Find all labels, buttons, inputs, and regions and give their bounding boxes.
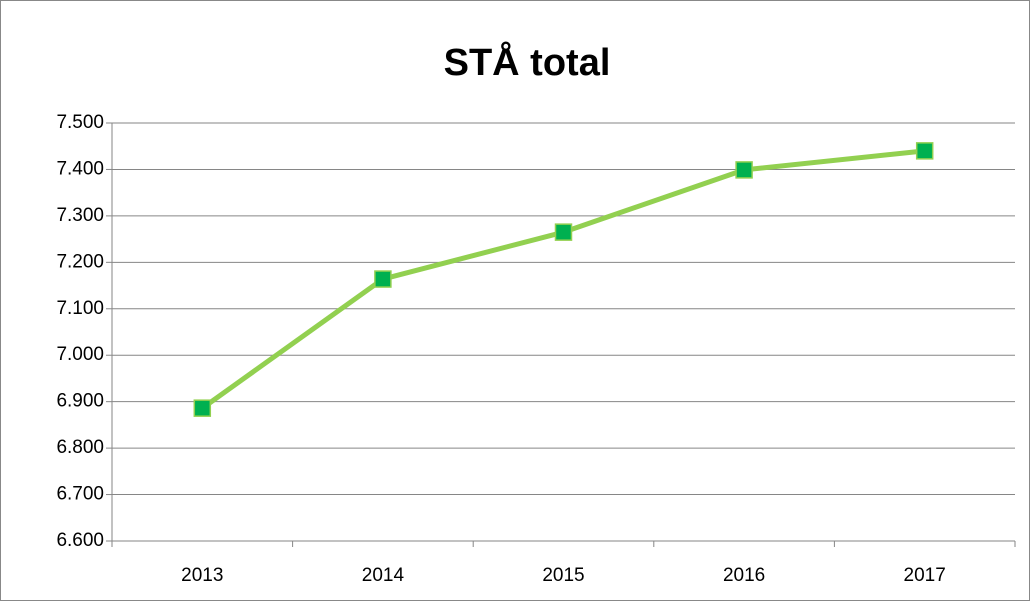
x-tick-label: 2017 [904, 565, 946, 586]
marker [374, 270, 392, 288]
marker [735, 161, 753, 179]
y-tick-label: 6.800 [56, 437, 104, 458]
x-tick-label: 2014 [362, 565, 405, 586]
x-tick-label: 2016 [723, 565, 765, 586]
y-tick-label: 7.100 [56, 298, 104, 319]
y-tick-label: 7.300 [56, 205, 104, 226]
y-tick-label: 6.900 [56, 391, 104, 412]
chart-title: STÅ total [444, 40, 611, 84]
y-tick-label: 6.600 [56, 530, 104, 551]
marker [193, 399, 212, 417]
y-tick-label: 6.700 [56, 484, 104, 505]
x-tick-label: 2013 [181, 565, 223, 586]
y-tick-label: 7.200 [56, 251, 104, 272]
marker [915, 142, 934, 160]
y-tick-label: 7.400 [56, 158, 104, 179]
y-tick-label: 7.000 [56, 344, 104, 365]
y-tick-label: 7.500 [56, 112, 104, 133]
x-tick-label: 2015 [542, 565, 584, 586]
marker [554, 223, 573, 241]
